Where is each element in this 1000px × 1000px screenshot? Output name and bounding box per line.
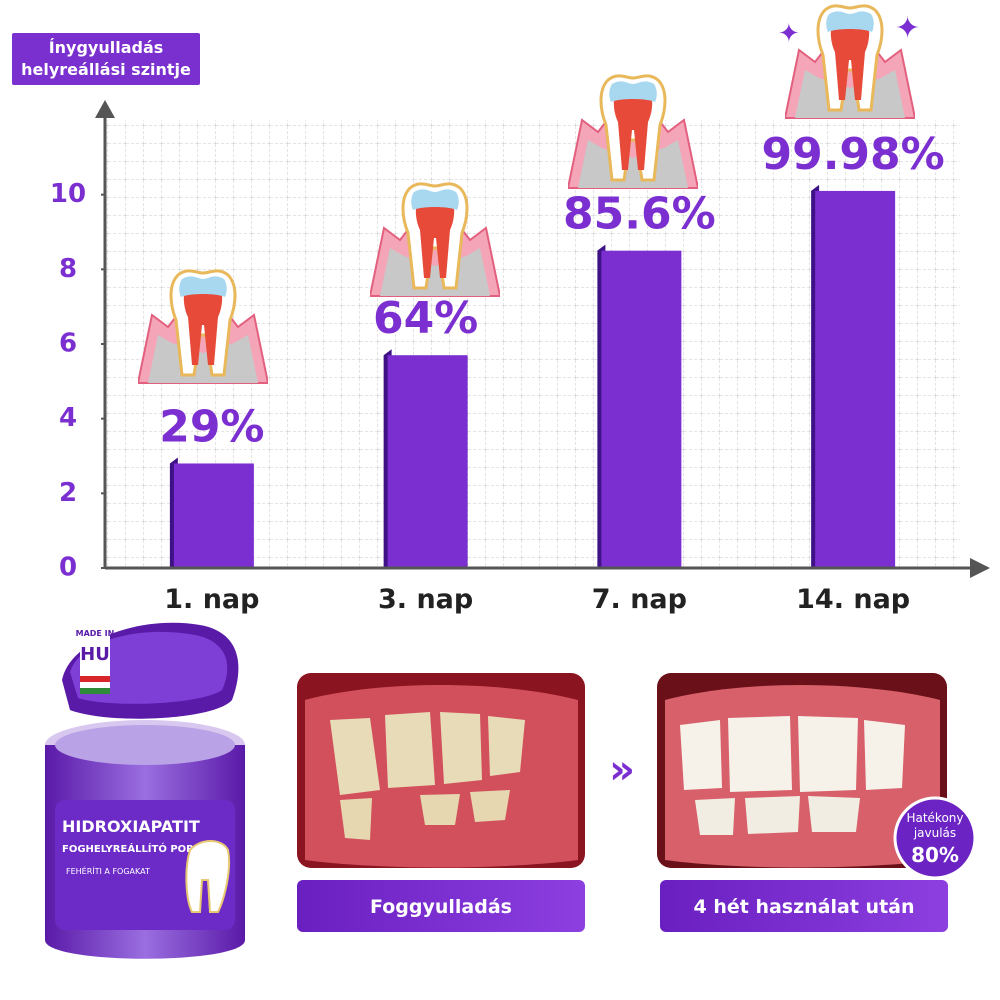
bar (387, 355, 468, 568)
badge-text: javulás (913, 826, 956, 840)
bar (173, 463, 254, 568)
sparkle: ✦ (778, 19, 800, 49)
caption-box (297, 880, 585, 932)
origin-flag-bg (80, 624, 110, 694)
product-jar: MADE IN HU HIDROXIAPATIT FOGHELYREÁLLÍTÓ… (45, 622, 245, 959)
after-photo (657, 673, 947, 868)
y-tick-label: 8 (59, 254, 77, 284)
sparkle: ✦ (895, 11, 920, 46)
product-name: HIDROXIAPATIT (62, 817, 200, 836)
badge: Hatékony javulás 80% (893, 796, 977, 880)
bar-annotation: 64% (373, 293, 478, 344)
bar-annotation: 99.98% (761, 129, 944, 180)
y-tick-label: 10 (50, 179, 86, 209)
bar (601, 250, 682, 568)
x-tick-label: 1. nap (164, 584, 259, 615)
bar-annotation: 85.6% (563, 189, 716, 240)
origin-label: MADE IN (76, 629, 115, 638)
x-tick-label: 7. nap (592, 584, 687, 615)
tooth-icon (568, 74, 698, 190)
arrow-icon: » (609, 747, 635, 793)
y-tick-label: 0 (59, 553, 77, 583)
x-tick-label: 14. nap (796, 584, 910, 615)
x-tick-label: 3. nap (378, 584, 473, 615)
badge-text: Hatékony (906, 811, 963, 825)
y-tick-label: 6 (59, 329, 77, 359)
after-caption: 4 hét használat után (694, 896, 915, 918)
origin-country: HU (80, 644, 110, 665)
y-axis-arrow (95, 100, 115, 118)
caption-box (660, 880, 948, 932)
y-axis-title: Ínygyulladás helyreállási szintje (12, 33, 200, 85)
y-tick-label: 4 (59, 403, 77, 433)
y-tick-label: 2 (59, 478, 77, 508)
before-photo (297, 673, 585, 868)
x-axis-arrow (970, 558, 990, 578)
bar-annotation: 29% (159, 401, 264, 452)
badge-value: 80% (911, 843, 959, 867)
bar (815, 190, 896, 568)
product-claim: FEHÉRÍTI A FOGAKAT (66, 865, 150, 876)
before-caption: Foggyulladás (370, 896, 512, 918)
product-subtitle: FOGHELYREÁLLÍTÓ POR (62, 842, 194, 855)
plot: 0 2 4 6 8 10 1. nap 29% 3. nap 64% 7. nap 85.6% 14. … (50, 129, 945, 615)
